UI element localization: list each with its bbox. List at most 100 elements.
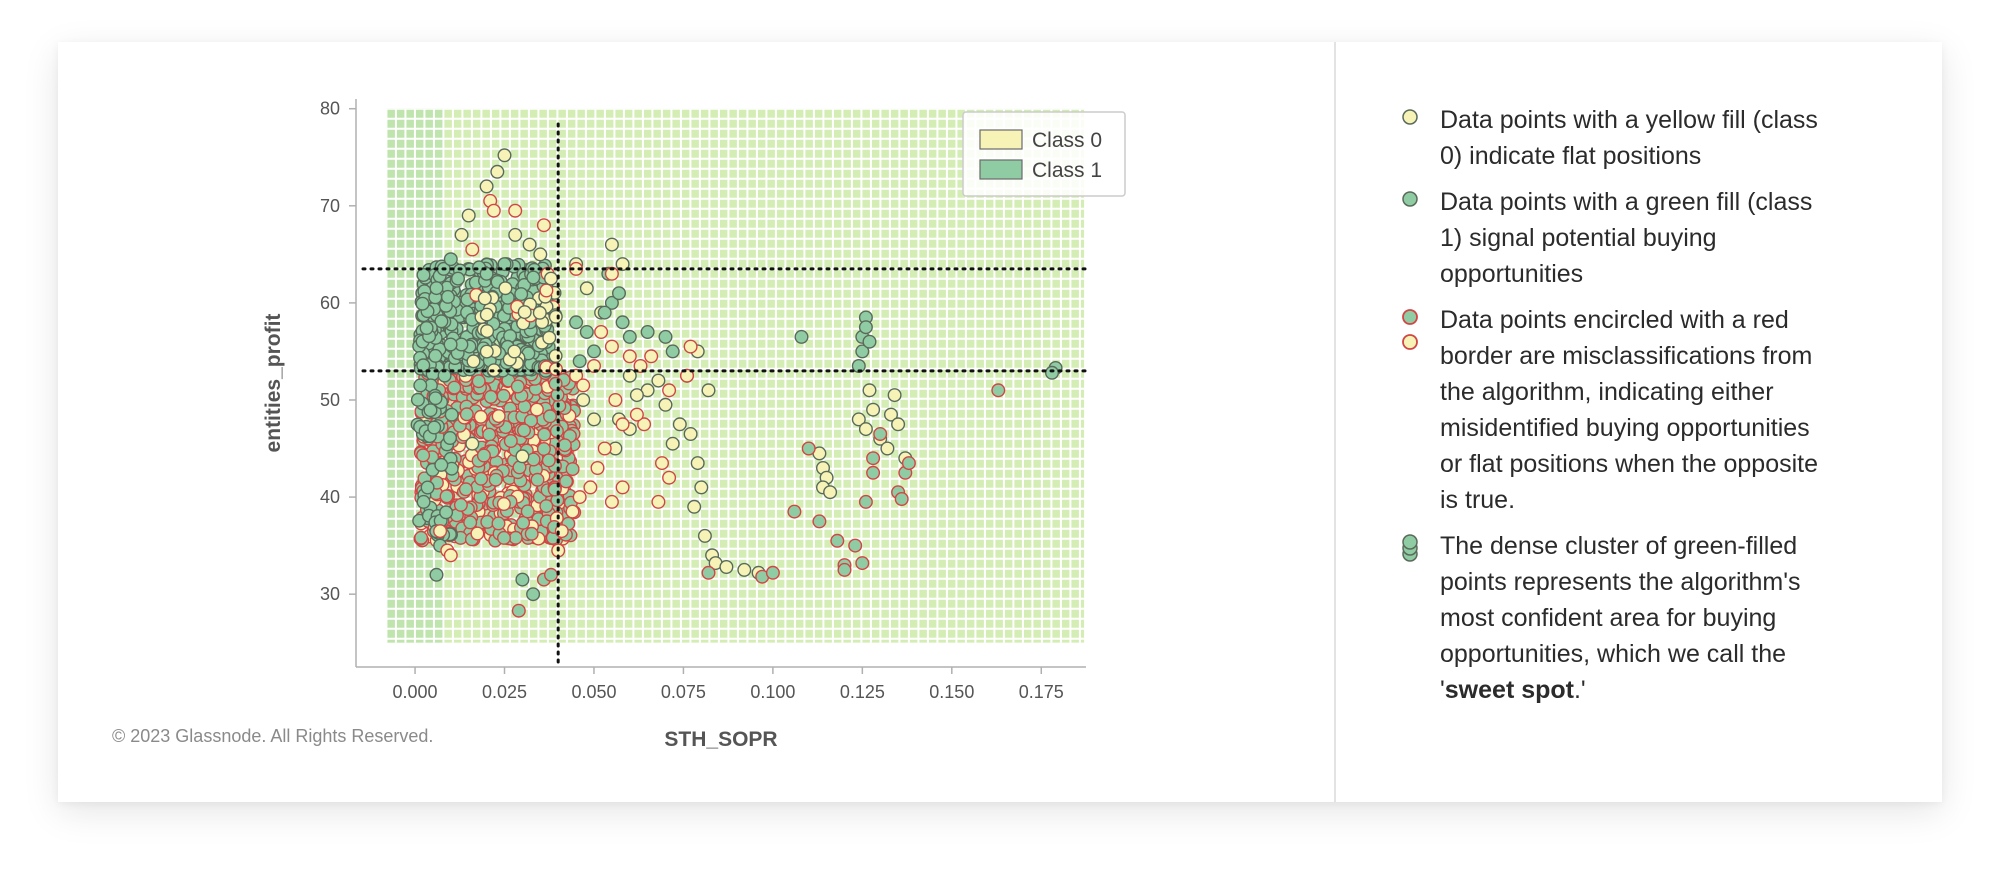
class1-point [423,403,438,418]
class1-point [440,289,455,304]
misclassified-point [496,388,511,403]
misclassified-point [637,417,652,432]
misclassified-point [557,438,572,453]
class1-point [658,329,673,344]
misclassified-point [837,562,852,577]
class0-point [507,344,522,359]
y-tick-label: 30 [320,584,340,604]
class1-point [597,305,612,320]
misclassified-point [548,362,563,377]
copyright-text: © 2023 Glassnode. All Rights Reserved. [112,726,434,746]
class1-point [434,457,449,472]
misclassified-point [608,393,623,408]
misclassified-point [583,480,598,495]
explanation-item-sweet-spot: The dense cluster of green-filled points… [1398,528,1838,708]
class1-point [451,271,466,286]
misclassified-point [701,565,716,580]
misclassified-point [541,453,556,468]
misclassified-point [439,489,454,504]
misclassified-point [866,451,881,466]
class1-point [413,378,428,393]
x-tick-label: 0.100 [750,682,795,702]
misclassified-point [474,471,489,486]
misclassified-point [559,474,574,489]
class1-point [410,392,425,407]
misclassified-point [544,567,559,582]
misclassified-point [508,203,523,218]
legend-swatch-class1 [979,159,1023,180]
misclassified-point [651,494,666,509]
misclassified-point [524,526,539,541]
x-tick-label: 0.175 [1019,682,1064,702]
class0-point [884,407,899,422]
misclassified-point [497,530,512,545]
class1-point [572,354,587,369]
class1-point [443,337,458,352]
class1-point [612,286,627,301]
class0-point [544,271,559,286]
misclassified-point [787,504,802,519]
class0-point [465,436,480,451]
misclassified-point [858,494,873,509]
misclassified-point [476,448,491,463]
class1-point [1045,365,1060,380]
class0-point [542,330,557,345]
misclassified-point [483,389,498,404]
x-tick-label: 0.150 [929,682,974,702]
class1-point [569,315,584,330]
class0-point [515,449,530,464]
misclassified-point [496,497,511,512]
explanation-text: Data points with a yellow fill (class 0)… [1440,106,1818,170]
class1-point [444,407,459,422]
cluster-dots-icon [1398,528,1422,600]
class0-point [479,307,494,322]
legend-label: Class 1 [1032,159,1102,182]
class0-point [517,305,532,320]
class1-point [428,391,443,406]
class1-point [437,368,452,383]
chart-card: 0.000 0.025 0.050 0.075 0.100 0.125 0.150 0.175… [58,42,1942,802]
misclassified-point [482,427,497,442]
class1-point [439,505,454,520]
class0-point [862,383,877,398]
class1-point [479,266,494,281]
class0-point [658,397,673,412]
class1-point [429,281,444,296]
explanation-item-class1: Data points with a green fill (class 1) … [1398,184,1838,292]
class0-point [866,402,881,417]
class0-point [548,349,563,364]
class1-point [428,348,443,363]
misclassified-point [604,339,619,354]
class0-point [490,164,505,179]
class0-point [480,324,495,339]
class0-point [694,480,709,495]
class0-point [665,436,680,451]
green-dot-icon [1398,184,1422,256]
class0-point [651,373,666,388]
misclassified-point [629,407,644,422]
class0-point [615,257,630,272]
misclassified-point [458,482,473,497]
x-tick-label: 0.000 [393,682,438,702]
explanation-text: Data points encircled with a red border … [1440,306,1819,514]
x-tick-label: 0.050 [571,682,616,702]
explanation-text: Data points with a green fill (class 1) … [1440,188,1813,288]
class1-point [604,295,619,310]
class1-point [794,329,809,344]
class1-point [579,325,594,340]
misclassified-point [894,492,909,507]
misclassified-point [683,339,698,354]
class0-point [719,560,734,575]
misclassified-point [463,515,478,530]
misclassified-point [587,359,602,374]
class0-point [629,388,644,403]
class1-point [587,344,602,359]
misclassified-point [633,359,648,374]
class0-point [522,237,537,252]
misclassified-point [655,456,670,471]
legend-swatch-class0 [979,129,1023,150]
misclassified-point [447,380,462,395]
misclassified-point [572,490,587,505]
misclassified-point [459,407,474,422]
class0-point [533,247,548,262]
